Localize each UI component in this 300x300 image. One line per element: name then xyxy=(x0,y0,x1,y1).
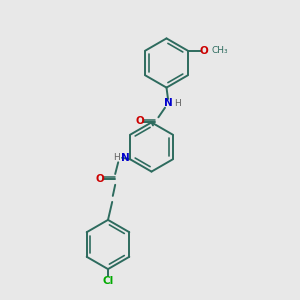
Text: CH₃: CH₃ xyxy=(212,46,228,55)
Text: N: N xyxy=(121,153,130,163)
Text: O: O xyxy=(95,174,104,184)
Text: N: N xyxy=(164,98,172,108)
Text: O: O xyxy=(200,46,209,56)
Text: H: H xyxy=(174,99,181,108)
Text: H: H xyxy=(113,153,120,162)
Text: Cl: Cl xyxy=(102,275,114,286)
Text: O: O xyxy=(135,116,144,126)
